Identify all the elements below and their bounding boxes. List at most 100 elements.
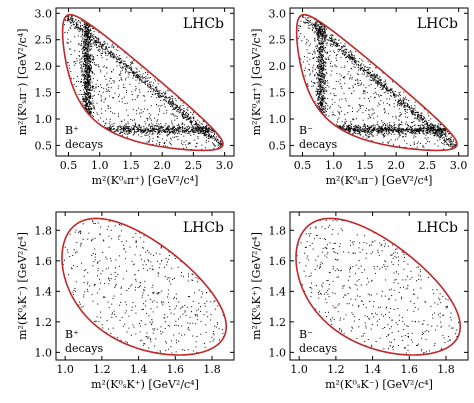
data-point <box>322 70 324 72</box>
data-point <box>89 67 91 69</box>
data-point <box>153 128 155 130</box>
data-point <box>337 50 339 52</box>
data-point <box>174 125 176 127</box>
data-point <box>379 86 381 88</box>
data-point <box>88 88 90 90</box>
data-point <box>87 51 89 53</box>
data-point <box>87 83 89 85</box>
data-point <box>337 43 339 45</box>
data-point <box>409 129 411 131</box>
data-point <box>100 54 102 56</box>
data-point <box>421 124 423 126</box>
data-point <box>88 55 90 57</box>
data-point <box>137 127 139 129</box>
data-point <box>85 40 87 42</box>
data-point <box>359 105 361 107</box>
data-point <box>169 98 171 100</box>
data-point <box>405 102 407 104</box>
data-point <box>362 128 364 130</box>
data-point <box>90 96 92 98</box>
data-point <box>105 52 107 54</box>
data-point <box>444 140 446 142</box>
data-point <box>85 75 87 77</box>
data-point <box>361 130 363 132</box>
data-point <box>321 111 323 113</box>
data-point <box>83 74 85 76</box>
data-point <box>441 134 443 136</box>
data-point <box>183 141 185 143</box>
data-point <box>319 90 321 92</box>
data-point <box>87 98 89 100</box>
data-point <box>87 110 89 112</box>
data-point <box>81 74 83 76</box>
data-point <box>181 127 183 129</box>
data-point <box>110 128 112 130</box>
data-point <box>143 76 145 78</box>
data-point <box>445 130 447 132</box>
data-point <box>101 44 103 46</box>
data-point <box>429 133 431 135</box>
data-point <box>443 139 445 141</box>
data-point <box>183 117 185 119</box>
data-point <box>137 128 139 130</box>
data-point <box>169 103 171 105</box>
data-point <box>182 117 184 119</box>
data-point <box>162 91 164 93</box>
data-point <box>445 131 447 133</box>
data-point <box>108 128 110 130</box>
data-point <box>406 143 408 145</box>
data-point <box>169 130 171 132</box>
data-point <box>426 125 428 127</box>
data-point <box>437 132 439 134</box>
data-point <box>75 86 77 87</box>
data-point <box>382 87 384 89</box>
data-point <box>355 130 357 132</box>
data-point <box>168 134 170 136</box>
data-point <box>76 27 78 29</box>
data-point <box>433 124 435 126</box>
data-point <box>365 110 367 112</box>
data-point <box>384 81 386 83</box>
data-point <box>386 98 388 100</box>
data-point <box>417 125 419 127</box>
data-point <box>371 130 373 132</box>
data-point <box>400 128 402 130</box>
data-point <box>391 128 393 130</box>
data-point <box>208 127 210 129</box>
data-point <box>76 60 78 62</box>
data-point <box>136 113 138 115</box>
data-point <box>172 102 174 104</box>
data-point <box>165 99 167 101</box>
data-point <box>120 128 122 130</box>
data-point <box>345 100 347 102</box>
data-point <box>191 122 193 124</box>
data-point <box>124 63 126 65</box>
data-point <box>84 60 86 62</box>
data-point <box>338 125 340 127</box>
data-point <box>322 89 324 91</box>
data-point <box>413 132 415 134</box>
data-point <box>405 96 407 98</box>
data-point <box>385 125 387 127</box>
data-point <box>175 106 177 108</box>
data-point <box>380 89 382 91</box>
data-point <box>108 86 110 88</box>
data-point <box>130 131 132 133</box>
data-point <box>100 52 102 54</box>
data-point <box>85 63 87 65</box>
data-point <box>88 41 90 43</box>
data-point <box>375 75 377 77</box>
data-point <box>425 120 427 122</box>
data-point <box>318 103 320 105</box>
data-point <box>201 128 203 130</box>
data-point <box>175 132 177 134</box>
data-point <box>168 101 170 103</box>
data-point <box>321 47 323 49</box>
data-point <box>320 53 322 55</box>
data-point <box>319 28 321 30</box>
data-point <box>84 23 86 25</box>
data-point <box>309 20 311 22</box>
data-point <box>85 30 87 32</box>
data-point <box>367 61 369 63</box>
data-point <box>349 50 351 52</box>
